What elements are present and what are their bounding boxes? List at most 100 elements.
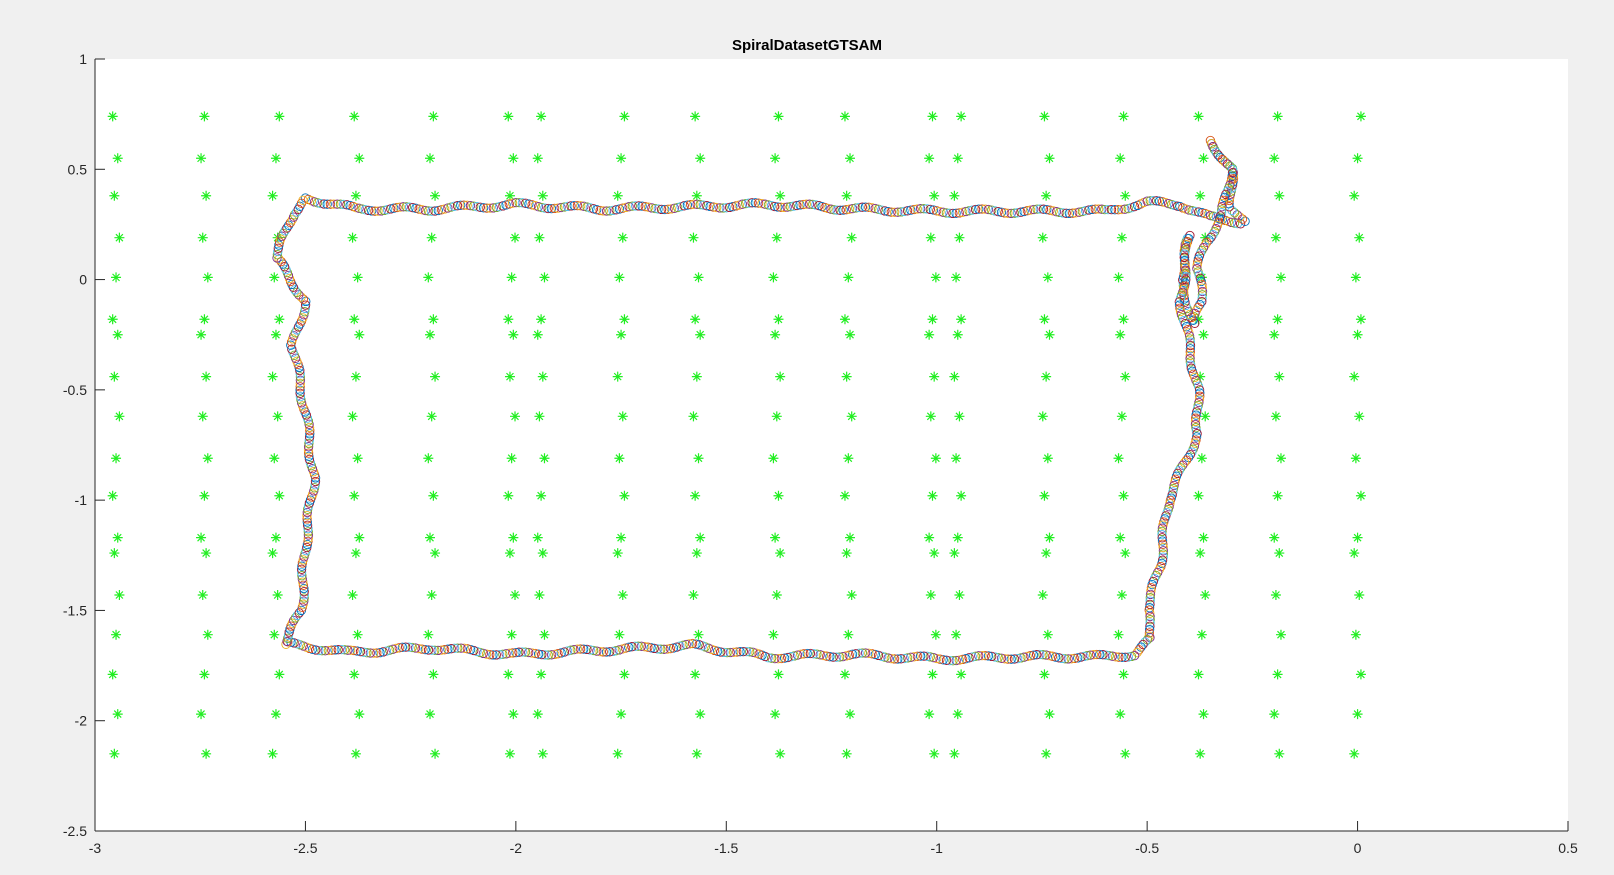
- trajectory-point: [757, 198, 767, 209]
- trajectory-point: [427, 206, 437, 216]
- trajectory-point: [1038, 204, 1049, 214]
- trajectory-point: [295, 201, 305, 211]
- landmark-point: [1042, 453, 1053, 464]
- trajectory-point: [459, 200, 469, 210]
- trajectory-point: [919, 651, 929, 661]
- trajectory-point: [1084, 205, 1094, 215]
- landmark-point: [274, 111, 285, 122]
- landmark-point: [1039, 111, 1050, 122]
- trajectory-point: [282, 223, 292, 233]
- trajectory-point: [1185, 353, 1195, 364]
- landmark-point: [1044, 709, 1055, 720]
- landmark-point: [952, 153, 963, 164]
- trajectory-point: [912, 204, 922, 214]
- landmark-point: [693, 272, 704, 283]
- trajectory-point: [1185, 340, 1196, 351]
- landmark-point: [1195, 748, 1206, 759]
- trajectory-point: [996, 207, 1007, 217]
- landmark-point: [532, 329, 543, 340]
- landmark-point: [951, 629, 962, 640]
- trajectory-point: [537, 202, 547, 213]
- landmark-point: [688, 589, 699, 600]
- landmark-point: [1352, 329, 1363, 340]
- trajectory-point: [297, 571, 307, 581]
- trajectory-point: [695, 199, 705, 210]
- trajectory-point: [782, 202, 792, 212]
- trajectory-point: [773, 654, 783, 664]
- trajectory-point: [1197, 245, 1207, 256]
- trajectory-point: [514, 197, 524, 208]
- trajectory-point: [372, 648, 382, 658]
- trajectory-point: [1147, 579, 1157, 590]
- landmark-point: [274, 669, 285, 680]
- trajectory-point: [295, 382, 305, 392]
- landmark-point: [927, 111, 938, 122]
- trajectory-point: [1165, 495, 1176, 506]
- landmark-point: [843, 629, 854, 640]
- landmark-point: [1349, 748, 1360, 759]
- landmark-point: [954, 232, 965, 243]
- trajectory-point: [789, 651, 799, 661]
- landmark-point: [843, 453, 854, 464]
- landmark-point: [430, 548, 441, 559]
- landmark-point: [1044, 532, 1055, 543]
- landmark-point: [352, 272, 363, 283]
- landmark-point: [846, 232, 857, 243]
- landmark-point: [107, 669, 118, 680]
- trajectory-point: [302, 517, 312, 527]
- landmark-point: [1196, 629, 1207, 640]
- trajectory-point: [728, 202, 738, 212]
- trajectory-point: [1025, 205, 1036, 215]
- landmark-point: [504, 190, 515, 201]
- trajectory-point: [1174, 465, 1184, 476]
- trajectory-point: [804, 199, 815, 209]
- landmark-point: [954, 411, 965, 422]
- trajectory-point: [649, 643, 659, 654]
- landmark-point: [1037, 589, 1048, 600]
- trajectory-point: [1016, 207, 1026, 217]
- landmark-point: [537, 748, 548, 759]
- trajectory-point: [983, 651, 994, 661]
- trajectory-point: [1079, 651, 1089, 662]
- trajectory-point: [299, 586, 309, 597]
- landmark-point: [952, 329, 963, 340]
- trajectory-point: [1205, 210, 1216, 221]
- landmark-point: [1039, 314, 1050, 325]
- trajectory-point: [1195, 388, 1205, 398]
- trajectory-point: [1120, 652, 1130, 662]
- trajectory-point: [303, 442, 314, 452]
- trajectory-point: [694, 640, 704, 650]
- landmark-point: [196, 153, 207, 164]
- trajectory-point: [498, 649, 508, 659]
- trajectory-point: [527, 648, 537, 658]
- trajectory-point: [1134, 645, 1144, 655]
- landmark-point: [428, 669, 439, 680]
- landmark-point: [354, 709, 365, 720]
- trajectory-point: [359, 647, 369, 657]
- trajectory-point: [636, 641, 647, 651]
- landmark-point: [274, 490, 285, 501]
- trajectory-point: [576, 201, 586, 211]
- landmark-point: [1349, 371, 1360, 382]
- landmark-point: [428, 314, 439, 325]
- trajectory-point: [520, 647, 531, 657]
- landmark-point: [350, 190, 361, 201]
- trajectory-point: [627, 201, 637, 211]
- trajectory-point: [556, 648, 566, 658]
- trajectory-point: [653, 204, 663, 214]
- trajectory-point: [299, 596, 309, 606]
- trajectory-point: [1091, 649, 1102, 660]
- trajectory-point: [899, 206, 909, 217]
- trajectory-point: [783, 652, 793, 663]
- trajectory-point: [553, 203, 563, 213]
- trajectory-point: [323, 645, 334, 656]
- trajectory-point: [902, 653, 913, 663]
- trajectory-point: [659, 644, 669, 654]
- landmark-point: [954, 589, 965, 600]
- trajectory-point: [303, 448, 314, 458]
- landmark-point: [768, 629, 779, 640]
- trajectory-point: [411, 203, 421, 213]
- trajectory-point: [731, 201, 741, 211]
- trajectory-point: [1217, 202, 1227, 212]
- landmark-point: [349, 669, 360, 680]
